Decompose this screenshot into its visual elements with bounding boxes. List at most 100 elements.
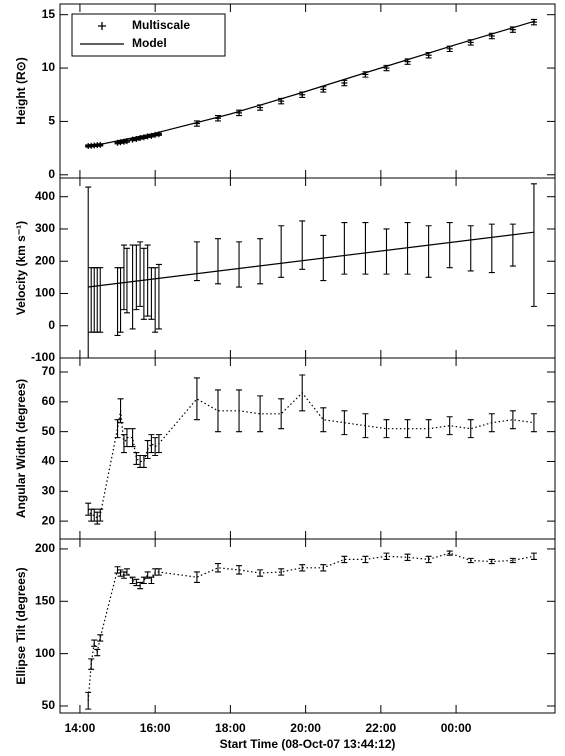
error-bar (362, 413, 369, 439)
error-bar (155, 568, 162, 576)
y-tick-label: 200 (35, 253, 55, 267)
error-bar (299, 220, 306, 270)
error-bar (94, 267, 101, 333)
legend-label: Model (132, 36, 167, 50)
dotted-line (87, 552, 535, 701)
error-bar (257, 395, 264, 433)
error-bar (341, 221, 348, 275)
error-bar (278, 225, 285, 278)
y-tick-label: 400 (35, 189, 55, 203)
legend-box (71, 13, 226, 57)
y-tick-label: 5 (48, 114, 55, 128)
error-bar (94, 648, 101, 657)
error-bar (120, 571, 127, 579)
error-bar (425, 419, 432, 439)
y-tick-label: 70 (42, 364, 56, 378)
error-bar (383, 419, 390, 439)
error-bar (530, 183, 537, 307)
error-bar (140, 454, 147, 468)
error-bar (509, 223, 516, 267)
error-bar (467, 419, 474, 439)
error-bar (320, 564, 327, 572)
plot-area (85, 18, 537, 149)
error-bar (425, 555, 432, 564)
error-bar (97, 267, 104, 333)
y-tick-label: 100 (35, 286, 55, 300)
error-bar (97, 634, 104, 642)
error-bar (404, 553, 411, 562)
y-tick-label: 30 (42, 483, 56, 497)
panel-frame (59, 177, 556, 359)
error-bar (425, 225, 432, 278)
error-bar (299, 564, 306, 572)
error-bar (133, 578, 140, 587)
error-bar (446, 221, 453, 269)
error-bar (88, 658, 95, 670)
model-line (88, 231, 534, 288)
error-bar (446, 416, 453, 436)
error-bar (117, 398, 124, 424)
error-bar (148, 576, 155, 585)
error-bar (120, 434, 127, 454)
error-bar (236, 565, 243, 575)
data-point (320, 86, 327, 93)
error-bar (214, 238, 221, 285)
error-bar (144, 571, 151, 579)
y-tick-label: 200 (35, 541, 55, 555)
error-bar (530, 552, 537, 560)
error-bar (123, 428, 130, 448)
data-point (341, 79, 348, 86)
error-bar (133, 244, 140, 311)
error-bar (85, 502, 92, 516)
error-bar (488, 558, 495, 565)
error-bar (155, 434, 162, 454)
error-bar (129, 428, 136, 448)
error-bar (137, 581, 144, 590)
y-tick-label: 0 (48, 318, 55, 332)
error-bar (446, 550, 453, 556)
error-bar (467, 225, 474, 272)
error-bar (320, 407, 327, 433)
x-tick-label: 00:00 (441, 721, 472, 735)
y-tick-label: 20 (42, 513, 56, 527)
error-bar (509, 557, 516, 564)
error-bar (140, 576, 147, 585)
y-tick-label: 15 (42, 7, 56, 21)
error-bar (155, 263, 162, 330)
x-tick-label: 20:00 (290, 721, 321, 735)
error-bar (94, 511, 101, 525)
error-bar (148, 267, 155, 320)
error-bar (193, 571, 200, 583)
error-bar (278, 398, 285, 430)
error-bar (236, 241, 243, 288)
error-bar (120, 244, 127, 311)
y-tick-label: 60 (42, 394, 56, 408)
y-axis-label: Velocity (km s⁻¹) (14, 221, 28, 315)
error-bar (91, 639, 98, 647)
y-tick-label: 50 (42, 698, 56, 712)
model-line (87, 20, 536, 148)
x-tick-label: 18:00 (215, 721, 246, 735)
legend-symbol (98, 22, 106, 30)
error-bar (97, 508, 104, 522)
error-bar (144, 244, 151, 317)
error-bar (299, 374, 306, 412)
error-bar (140, 247, 147, 320)
x-tick-label: 14:00 (65, 721, 96, 735)
plot-area (85, 550, 537, 710)
error-bar (114, 566, 121, 574)
y-tick-label: 40 (42, 454, 56, 468)
error-bar (129, 244, 136, 330)
error-bar (129, 576, 136, 585)
x-tick-label: 22:00 (365, 721, 396, 735)
error-bar (467, 557, 474, 564)
error-bar (488, 223, 495, 274)
y-axis-label: Angular Width (degrees) (14, 379, 28, 518)
error-bar (257, 238, 264, 285)
error-bar (404, 419, 411, 439)
error-bar (383, 228, 390, 275)
error-bar (85, 186, 92, 358)
y-tick-label: 100 (35, 646, 55, 660)
error-bar (133, 451, 140, 466)
